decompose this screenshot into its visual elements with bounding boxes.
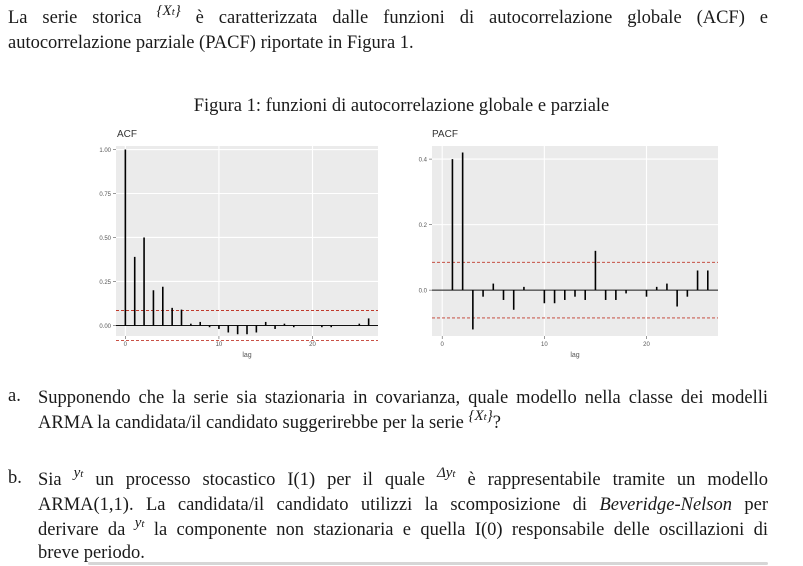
pacf-y-tick: 0.4 xyxy=(419,158,428,164)
acf-x-label: lag xyxy=(242,352,251,359)
question-b-line-4: breve periodo. xyxy=(38,543,145,563)
acf-y-tick: 0.50 xyxy=(99,236,111,242)
question-b-label: b. xyxy=(8,468,22,488)
figure-caption: Figura 1: funzioni di autocorrelazione g… xyxy=(193,96,610,116)
pacf-x-label: lag xyxy=(570,352,579,359)
pacf-x-tick: 20 xyxy=(643,342,650,348)
page-edge-bar xyxy=(88,562,768,565)
acf-y-tick: 0.75 xyxy=(99,192,111,198)
intro-line-1: La serie storica {Xt} è caratterizzata d… xyxy=(8,3,769,33)
pacf-x-tick: 0 xyxy=(441,342,445,348)
y-symbol: yt xyxy=(73,465,84,481)
intro-text-continued: è caratterizzata dalle funzioni di autoc… xyxy=(195,8,769,28)
acf-y-tick: 0.25 xyxy=(99,280,111,286)
acf-panel xyxy=(116,146,378,336)
series-symbol: {Xt} xyxy=(156,3,181,19)
beveridge-nelson: Beveridge-Nelson xyxy=(599,495,732,515)
acf-y-tick: 0.00 xyxy=(99,324,111,330)
pacf-title: PACF xyxy=(432,129,458,140)
acf-x-tick: 10 xyxy=(216,342,223,348)
question-b-line-1: Sia yt un processo stocastico I(1) per i… xyxy=(38,465,769,490)
pacf-y-tick: 0.2 xyxy=(419,223,428,229)
question-a-line-1: Supponendo che la serie sia stazionaria … xyxy=(38,388,768,408)
delta-y-symbol: Δyt xyxy=(436,465,456,481)
acf-x-tick: 20 xyxy=(309,342,316,348)
intro-line-2: autocorrelazione parziale (PACF) riporta… xyxy=(8,33,414,53)
pacf-panel xyxy=(432,146,718,336)
y-symbol-2: yt xyxy=(134,515,145,531)
pacf-y-tick: 0.0 xyxy=(419,289,428,295)
question-b-line-2: ARMA(1,1). La candidata/il candidato uti… xyxy=(38,495,769,515)
acf-x-tick: 0 xyxy=(124,342,128,348)
question-mark: ? xyxy=(492,413,501,433)
question-b-line-3: derivare da yt la componente non stazion… xyxy=(38,515,769,540)
acf-y-tick: 1.00 xyxy=(99,148,111,154)
question-a-line-2: ARMA la candidata/il candidato suggerire… xyxy=(38,408,501,433)
series-symbol-a: {Xt} xyxy=(468,408,493,424)
pacf-chart: 0.0 0.2 0.4 0 10 20 lag xyxy=(419,146,718,359)
acf-title: ACF xyxy=(117,129,137,140)
pacf-x-tick: 10 xyxy=(541,342,548,348)
question-a-label: a. xyxy=(8,386,21,406)
intro-text: La serie storica xyxy=(8,8,142,28)
acf-chart: 0.00 0.25 0.50 0.75 1.00 0 10 20 lag xyxy=(99,146,378,359)
